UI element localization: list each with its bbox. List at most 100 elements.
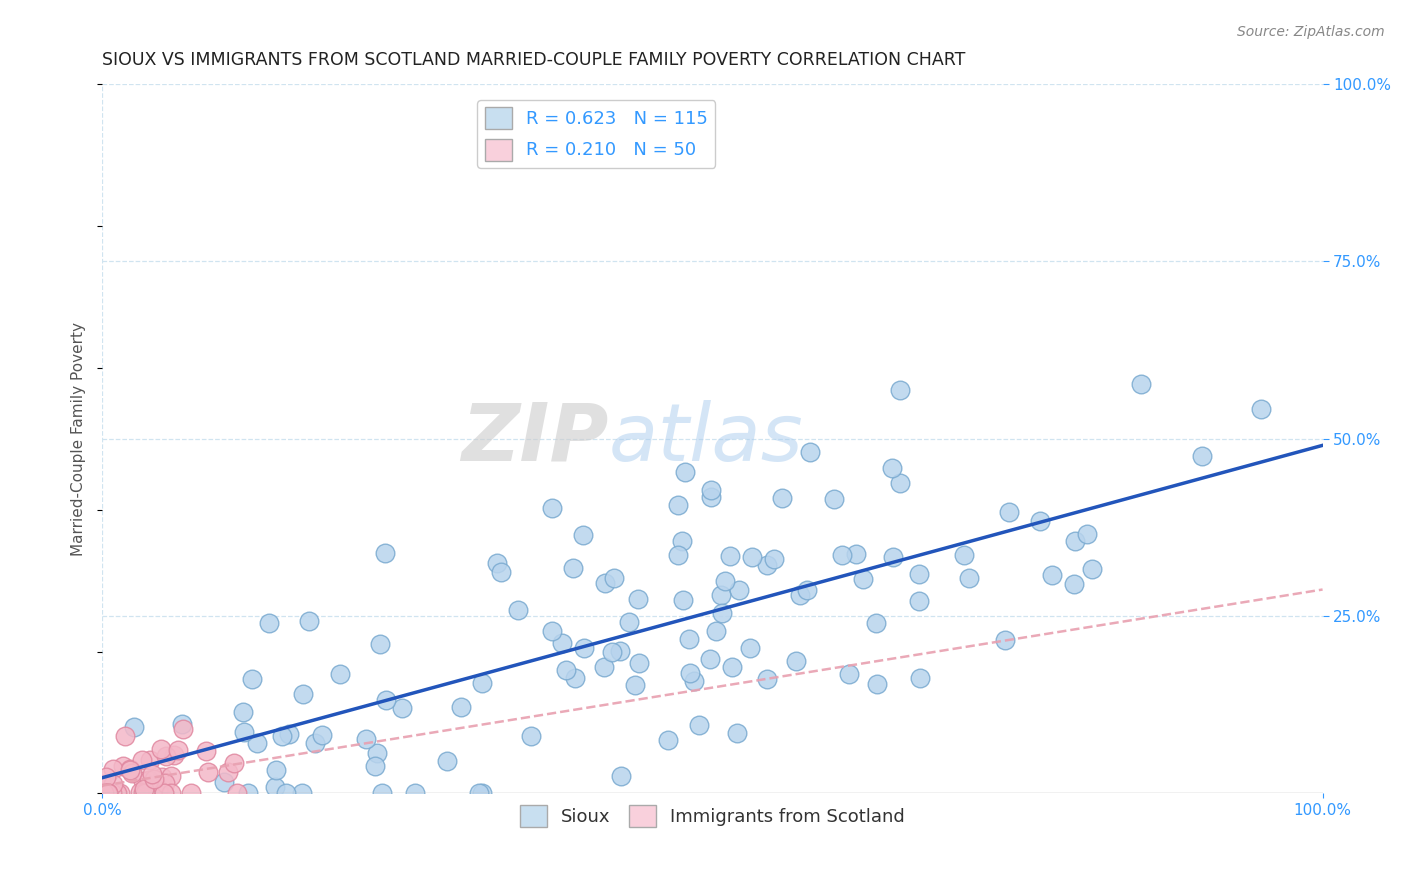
Point xyxy=(711,607,734,621)
Point xyxy=(135,780,157,795)
Text: Source: ZipAtlas.com: Source: ZipAtlas.com xyxy=(1237,25,1385,39)
Point xyxy=(197,765,219,780)
Point xyxy=(132,773,155,788)
Point xyxy=(96,786,118,800)
Point xyxy=(623,678,645,692)
Point xyxy=(600,645,623,659)
Point xyxy=(678,632,700,647)
Point xyxy=(153,786,176,800)
Point xyxy=(785,654,807,668)
Point xyxy=(93,786,115,800)
Point xyxy=(114,729,136,743)
Point xyxy=(364,759,387,773)
Point xyxy=(823,491,845,506)
Point xyxy=(236,786,259,800)
Point xyxy=(138,772,160,787)
Point xyxy=(129,784,152,798)
Point xyxy=(118,763,141,777)
Point xyxy=(666,548,689,562)
Point xyxy=(132,782,155,797)
Point xyxy=(141,766,163,780)
Point xyxy=(1250,402,1272,417)
Point xyxy=(852,573,875,587)
Point xyxy=(718,549,741,563)
Point xyxy=(571,528,593,542)
Point xyxy=(167,743,190,757)
Legend: Sioux, Immigrants from Scotland: Sioux, Immigrants from Scotland xyxy=(513,797,912,834)
Point xyxy=(311,728,333,742)
Point xyxy=(108,786,131,800)
Y-axis label: Married-Couple Family Poverty: Married-Couple Family Poverty xyxy=(72,322,86,556)
Point xyxy=(291,786,314,800)
Point xyxy=(264,780,287,794)
Point xyxy=(271,730,294,744)
Point xyxy=(506,603,529,617)
Point xyxy=(865,616,887,631)
Point xyxy=(136,780,159,795)
Point xyxy=(602,570,624,584)
Point xyxy=(194,744,217,758)
Point xyxy=(155,776,177,790)
Point xyxy=(619,615,641,629)
Point xyxy=(908,671,931,685)
Point xyxy=(131,753,153,767)
Point xyxy=(257,616,280,631)
Point xyxy=(721,660,744,674)
Point xyxy=(666,498,689,512)
Point xyxy=(1191,449,1213,463)
Point xyxy=(671,534,693,549)
Point xyxy=(727,726,749,740)
Point xyxy=(865,677,887,691)
Point xyxy=(245,736,267,750)
Point xyxy=(882,460,904,475)
Point xyxy=(371,786,394,800)
Point xyxy=(486,556,509,570)
Point xyxy=(673,465,696,479)
Point xyxy=(688,717,710,731)
Point xyxy=(240,673,263,687)
Point xyxy=(277,727,299,741)
Text: atlas: atlas xyxy=(609,400,803,478)
Point xyxy=(146,783,169,797)
Point xyxy=(657,733,679,747)
Point xyxy=(374,692,396,706)
Point xyxy=(470,676,492,690)
Point xyxy=(104,786,127,800)
Point xyxy=(740,641,762,656)
Point xyxy=(150,770,173,784)
Point xyxy=(96,770,118,784)
Point xyxy=(160,769,183,783)
Point xyxy=(770,491,793,505)
Point xyxy=(672,592,695,607)
Point xyxy=(1081,562,1104,576)
Point xyxy=(491,565,513,579)
Point xyxy=(889,383,911,397)
Point xyxy=(291,687,314,701)
Point xyxy=(562,561,585,575)
Point xyxy=(627,656,650,670)
Point xyxy=(595,576,617,591)
Point xyxy=(679,666,702,681)
Point xyxy=(97,786,120,800)
Point xyxy=(468,786,491,800)
Point xyxy=(555,664,578,678)
Point xyxy=(957,570,980,584)
Point xyxy=(609,768,631,782)
Point xyxy=(101,786,124,800)
Point xyxy=(572,640,595,655)
Point xyxy=(908,567,931,582)
Point xyxy=(121,765,143,780)
Point xyxy=(953,548,976,562)
Point xyxy=(368,637,391,651)
Text: SIOUX VS IMMIGRANTS FROM SCOTLAND MARRIED-COUPLE FAMILY POVERTY CORRELATION CHAR: SIOUX VS IMMIGRANTS FROM SCOTLAND MARRIE… xyxy=(103,51,966,69)
Point xyxy=(149,742,172,756)
Point xyxy=(1129,377,1152,392)
Point xyxy=(232,705,254,719)
Point xyxy=(789,588,811,602)
Point xyxy=(728,583,751,598)
Point xyxy=(132,786,155,800)
Point xyxy=(450,699,472,714)
Point xyxy=(551,636,574,650)
Point xyxy=(710,588,733,602)
Point xyxy=(799,445,821,459)
